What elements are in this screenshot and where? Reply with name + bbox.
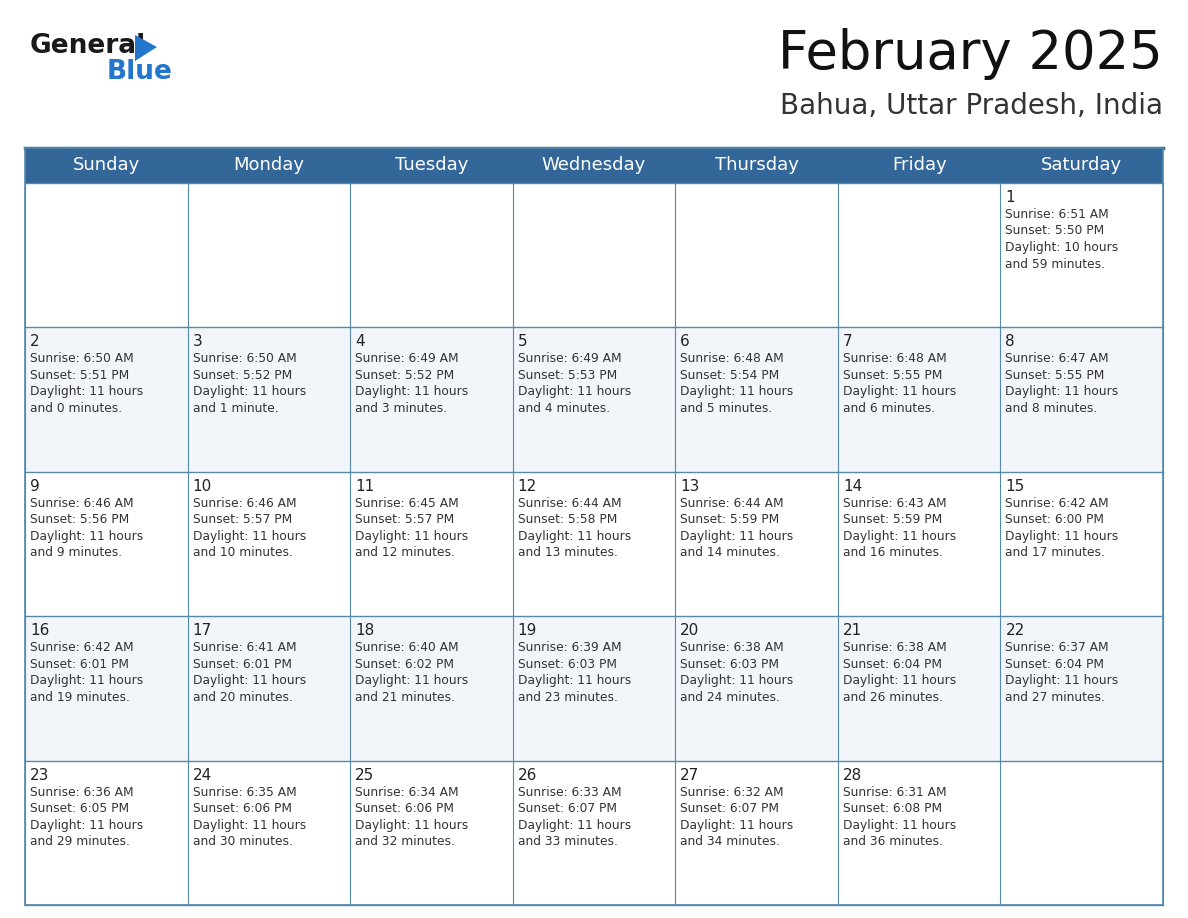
Text: 17: 17 [192,623,211,638]
Polygon shape [135,35,157,61]
Text: Friday: Friday [892,156,947,174]
Text: Monday: Monday [233,156,304,174]
Text: 26: 26 [518,767,537,783]
Text: February 2025: February 2025 [778,28,1163,80]
Text: Sunrise: 6:37 AM
Sunset: 6:04 PM
Daylight: 11 hours
and 27 minutes.: Sunrise: 6:37 AM Sunset: 6:04 PM Dayligh… [1005,641,1119,704]
Text: Sunrise: 6:42 AM
Sunset: 6:01 PM
Daylight: 11 hours
and 19 minutes.: Sunrise: 6:42 AM Sunset: 6:01 PM Dayligh… [30,641,144,704]
Text: 28: 28 [842,767,862,783]
Text: Sunrise: 6:50 AM
Sunset: 5:52 PM
Daylight: 11 hours
and 1 minute.: Sunrise: 6:50 AM Sunset: 5:52 PM Dayligh… [192,353,305,415]
Bar [25,148,1163,905]
Bar [25,472,1163,616]
Text: 13: 13 [681,479,700,494]
Text: 2: 2 [30,334,39,350]
Text: 19: 19 [518,623,537,638]
Text: Sunrise: 6:51 AM
Sunset: 5:50 PM
Daylight: 10 hours
and 59 minutes.: Sunrise: 6:51 AM Sunset: 5:50 PM Dayligh… [1005,208,1119,271]
Text: Sunrise: 6:50 AM
Sunset: 5:51 PM
Daylight: 11 hours
and 0 minutes.: Sunrise: 6:50 AM Sunset: 5:51 PM Dayligh… [30,353,144,415]
Text: Sunrise: 6:34 AM
Sunset: 6:06 PM
Daylight: 11 hours
and 32 minutes.: Sunrise: 6:34 AM Sunset: 6:06 PM Dayligh… [355,786,468,848]
Text: 15: 15 [1005,479,1025,494]
Text: 7: 7 [842,334,853,350]
Text: 1: 1 [1005,190,1015,205]
Text: Sunrise: 6:46 AM
Sunset: 5:57 PM
Daylight: 11 hours
and 10 minutes.: Sunrise: 6:46 AM Sunset: 5:57 PM Dayligh… [192,497,305,559]
Text: Bahua, Uttar Pradesh, India: Bahua, Uttar Pradesh, India [781,92,1163,120]
Text: Saturday: Saturday [1041,156,1123,174]
Text: 23: 23 [30,767,50,783]
Text: Sunrise: 6:45 AM
Sunset: 5:57 PM
Daylight: 11 hours
and 12 minutes.: Sunrise: 6:45 AM Sunset: 5:57 PM Dayligh… [355,497,468,559]
Text: Tuesday: Tuesday [394,156,468,174]
Text: Blue: Blue [107,59,173,85]
Text: 9: 9 [30,479,39,494]
Bar [25,148,1163,183]
Text: 4: 4 [355,334,365,350]
Text: Thursday: Thursday [715,156,798,174]
Text: 6: 6 [681,334,690,350]
Text: 11: 11 [355,479,374,494]
Text: Sunrise: 6:41 AM
Sunset: 6:01 PM
Daylight: 11 hours
and 20 minutes.: Sunrise: 6:41 AM Sunset: 6:01 PM Dayligh… [192,641,305,704]
Text: Sunrise: 6:39 AM
Sunset: 6:03 PM
Daylight: 11 hours
and 23 minutes.: Sunrise: 6:39 AM Sunset: 6:03 PM Dayligh… [518,641,631,704]
Text: Sunrise: 6:31 AM
Sunset: 6:08 PM
Daylight: 11 hours
and 36 minutes.: Sunrise: 6:31 AM Sunset: 6:08 PM Dayligh… [842,786,956,848]
Text: Sunrise: 6:44 AM
Sunset: 5:59 PM
Daylight: 11 hours
and 14 minutes.: Sunrise: 6:44 AM Sunset: 5:59 PM Dayligh… [681,497,794,559]
Text: 10: 10 [192,479,211,494]
Bar [25,616,1163,761]
Text: Sunrise: 6:35 AM
Sunset: 6:06 PM
Daylight: 11 hours
and 30 minutes.: Sunrise: 6:35 AM Sunset: 6:06 PM Dayligh… [192,786,305,848]
Text: 16: 16 [30,623,50,638]
Bar [25,183,1163,328]
Text: 3: 3 [192,334,202,350]
Text: Sunrise: 6:49 AM
Sunset: 5:53 PM
Daylight: 11 hours
and 4 minutes.: Sunrise: 6:49 AM Sunset: 5:53 PM Dayligh… [518,353,631,415]
Text: 8: 8 [1005,334,1015,350]
Text: Sunrise: 6:36 AM
Sunset: 6:05 PM
Daylight: 11 hours
and 29 minutes.: Sunrise: 6:36 AM Sunset: 6:05 PM Dayligh… [30,786,144,848]
Text: Sunrise: 6:33 AM
Sunset: 6:07 PM
Daylight: 11 hours
and 33 minutes.: Sunrise: 6:33 AM Sunset: 6:07 PM Dayligh… [518,786,631,848]
Text: Sunrise: 6:48 AM
Sunset: 5:55 PM
Daylight: 11 hours
and 6 minutes.: Sunrise: 6:48 AM Sunset: 5:55 PM Dayligh… [842,353,956,415]
Text: 14: 14 [842,479,862,494]
Text: 20: 20 [681,623,700,638]
Text: Sunrise: 6:38 AM
Sunset: 6:03 PM
Daylight: 11 hours
and 24 minutes.: Sunrise: 6:38 AM Sunset: 6:03 PM Dayligh… [681,641,794,704]
Text: 24: 24 [192,767,211,783]
Text: General: General [30,33,146,59]
Text: Wednesday: Wednesday [542,156,646,174]
Bar [25,761,1163,905]
Text: Sunrise: 6:44 AM
Sunset: 5:58 PM
Daylight: 11 hours
and 13 minutes.: Sunrise: 6:44 AM Sunset: 5:58 PM Dayligh… [518,497,631,559]
Text: Sunrise: 6:47 AM
Sunset: 5:55 PM
Daylight: 11 hours
and 8 minutes.: Sunrise: 6:47 AM Sunset: 5:55 PM Dayligh… [1005,353,1119,415]
Text: Sunrise: 6:43 AM
Sunset: 5:59 PM
Daylight: 11 hours
and 16 minutes.: Sunrise: 6:43 AM Sunset: 5:59 PM Dayligh… [842,497,956,559]
Text: 5: 5 [518,334,527,350]
Text: 22: 22 [1005,623,1025,638]
Text: 21: 21 [842,623,862,638]
Text: 18: 18 [355,623,374,638]
Text: Sunrise: 6:40 AM
Sunset: 6:02 PM
Daylight: 11 hours
and 21 minutes.: Sunrise: 6:40 AM Sunset: 6:02 PM Dayligh… [355,641,468,704]
Text: Sunrise: 6:42 AM
Sunset: 6:00 PM
Daylight: 11 hours
and 17 minutes.: Sunrise: 6:42 AM Sunset: 6:00 PM Dayligh… [1005,497,1119,559]
Text: 27: 27 [681,767,700,783]
Text: Sunrise: 6:38 AM
Sunset: 6:04 PM
Daylight: 11 hours
and 26 minutes.: Sunrise: 6:38 AM Sunset: 6:04 PM Dayligh… [842,641,956,704]
Text: Sunrise: 6:49 AM
Sunset: 5:52 PM
Daylight: 11 hours
and 3 minutes.: Sunrise: 6:49 AM Sunset: 5:52 PM Dayligh… [355,353,468,415]
Bar [25,328,1163,472]
Text: Sunrise: 6:48 AM
Sunset: 5:54 PM
Daylight: 11 hours
and 5 minutes.: Sunrise: 6:48 AM Sunset: 5:54 PM Dayligh… [681,353,794,415]
Text: Sunrise: 6:46 AM
Sunset: 5:56 PM
Daylight: 11 hours
and 9 minutes.: Sunrise: 6:46 AM Sunset: 5:56 PM Dayligh… [30,497,144,559]
Text: Sunrise: 6:32 AM
Sunset: 6:07 PM
Daylight: 11 hours
and 34 minutes.: Sunrise: 6:32 AM Sunset: 6:07 PM Dayligh… [681,786,794,848]
Text: 12: 12 [518,479,537,494]
Text: Sunday: Sunday [72,156,140,174]
Text: 25: 25 [355,767,374,783]
